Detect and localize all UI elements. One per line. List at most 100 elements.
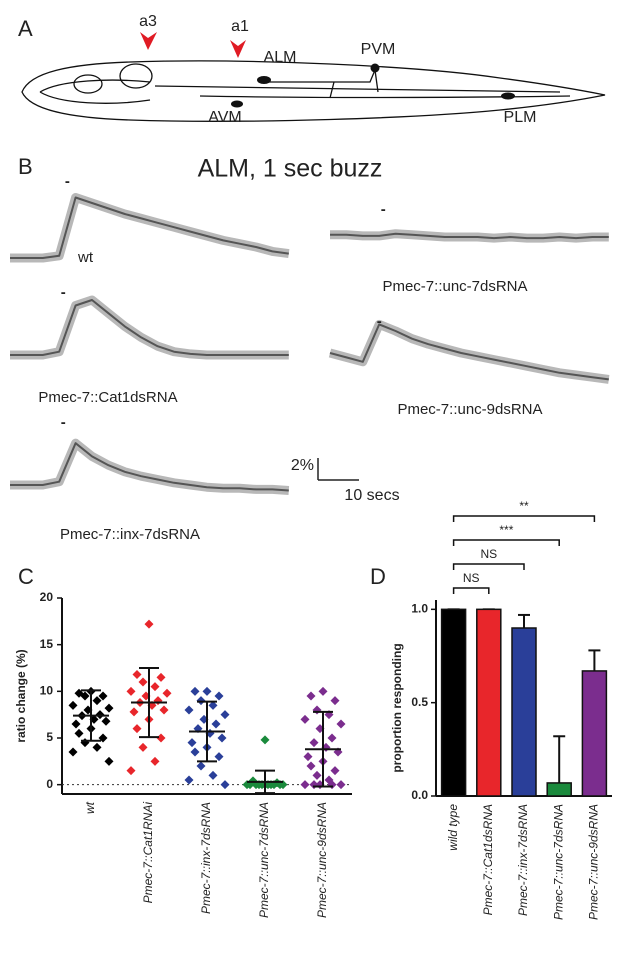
x-tick-label: Pmec-7::unc-9dsRNA [315,802,329,918]
significance-bracket [452,515,596,522]
y-tick-label: 5 [46,730,53,744]
x-tick-label: Pmec-7::Cat1dsRNA [481,804,495,915]
point [92,696,102,706]
point [71,719,81,729]
point [80,738,90,748]
y-tick-label: 10 [40,684,54,698]
neurons [231,63,515,108]
point [318,686,328,696]
trace-label: Pmec-7::unc-7dsRNA [382,278,527,295]
point [300,780,310,790]
point [101,716,111,726]
significance-bracket [452,539,560,546]
diagram-label: AVM [208,109,241,126]
diagram-label: a3 [139,13,157,30]
point [220,710,230,720]
point [330,696,340,706]
point [144,619,154,629]
diagram-label: a1 [231,18,249,35]
point [104,703,114,713]
point [309,738,319,748]
point [98,691,108,701]
point [129,707,139,717]
trace-label: wt [77,249,94,266]
point [68,747,78,757]
y-tick-label: 15 [40,637,54,651]
point [132,670,142,680]
x-tick-label: Pmec-7::inx-7dsRNA [199,802,213,914]
bar [476,608,502,797]
point [68,700,78,710]
point [336,780,346,790]
point [184,705,194,715]
point [162,688,172,698]
point [306,691,316,701]
significance-label: NS [463,571,480,585]
point [330,766,340,776]
point [208,770,218,780]
trace-band [328,319,610,384]
point [312,705,322,715]
y-axis-label: proportion responding [390,643,404,772]
point [184,775,194,785]
point [196,761,206,771]
scale-label: 2% [291,457,314,474]
point [187,738,197,748]
arrowheads [140,32,246,58]
point [150,756,160,766]
x-tick-label: wt [83,801,97,814]
y-tick-label: 0.0 [411,788,428,802]
bar [511,627,537,797]
point [327,733,337,743]
bar [546,782,572,797]
point [190,747,200,757]
point [156,733,166,743]
diagram-label: PVM [361,41,396,58]
point [211,719,221,729]
bar [440,608,467,797]
y-tick-label: 1.0 [411,602,428,616]
panel-label: C [18,564,34,589]
point [217,733,227,743]
trace-label: Pmec-7::unc-9dsRNA [397,401,542,418]
trace [10,196,289,259]
point [202,686,212,696]
point [220,780,230,790]
point [300,714,310,724]
x-tick-label: Pmec-7::Cat1RNAi [141,802,155,904]
stimulus-mark: - [381,201,386,218]
point [306,761,316,771]
point [80,691,90,701]
stimulus-mark: - [377,313,382,330]
stimulus-mark: - [61,284,66,301]
panel-label: A [18,16,33,41]
point [303,752,313,762]
significance-bracket [452,587,490,594]
significance-label: ** [519,499,529,513]
x-tick-label: wild type [446,804,460,851]
trace-label: Pmec-7::inx-7dsRNA [60,526,200,543]
significance-bracket [452,563,525,570]
trace-title: ALM, 1 sec buzz [198,155,383,183]
point [126,766,136,776]
x-tick-label: Pmec-7::unc-7dsRNA [551,804,565,920]
y-tick-label: 0 [46,777,53,791]
point [214,691,224,701]
point [190,686,200,696]
trace [329,323,609,381]
point [156,672,166,682]
diagram-label: ALM [264,49,297,66]
point [309,780,319,790]
point [336,719,346,729]
trace-band [10,295,289,360]
point [104,756,114,766]
panel-label: B [18,154,33,179]
point [214,752,224,762]
trace [330,232,609,240]
x-tick-label: Pmec-7::unc-7dsRNA [257,802,271,918]
diagram-label: PLM [504,109,537,126]
point [74,728,84,738]
x-tick-label: Pmec-7::inx-7dsRNA [516,804,530,916]
point [159,705,169,715]
